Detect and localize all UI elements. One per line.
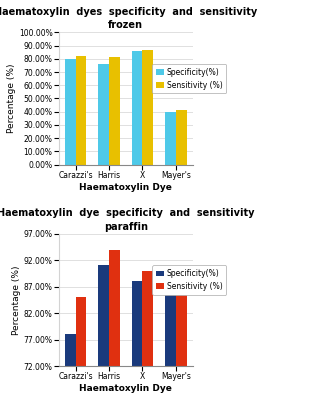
Y-axis label: Percentage (%): Percentage (%)	[12, 265, 21, 335]
Bar	[98, 266, 109, 400]
Bar	[109, 58, 120, 165]
Title: Haematoxylin  dyes  specificity  and  sensitivity
frozen: Haematoxylin dyes specificity and sensit…	[0, 7, 257, 30]
Bar	[165, 112, 176, 165]
Bar	[176, 110, 187, 165]
Bar	[76, 297, 86, 400]
X-axis label: Haematoxylin Dye: Haematoxylin Dye	[79, 183, 172, 192]
Bar	[165, 287, 176, 400]
Legend: Specificity(%), Sensitivity (%): Specificity(%), Sensitivity (%)	[153, 265, 226, 295]
Bar	[76, 56, 86, 165]
Bar	[132, 51, 142, 165]
Title: Haematoxylin  dye  specificity  and  sensitivity
paraffin: Haematoxylin dye specificity and sensiti…	[0, 208, 254, 232]
Bar	[65, 59, 76, 165]
Bar	[109, 250, 120, 400]
Bar	[132, 281, 142, 400]
Bar	[176, 281, 187, 400]
Legend: Specificity(%), Sensitivity (%): Specificity(%), Sensitivity (%)	[153, 64, 226, 93]
Bar	[65, 334, 76, 400]
Bar	[142, 50, 153, 165]
Bar	[142, 271, 153, 400]
Y-axis label: Percentage (%): Percentage (%)	[7, 64, 16, 133]
X-axis label: Haematoxylin Dye: Haematoxylin Dye	[79, 384, 172, 393]
Bar	[98, 64, 109, 165]
